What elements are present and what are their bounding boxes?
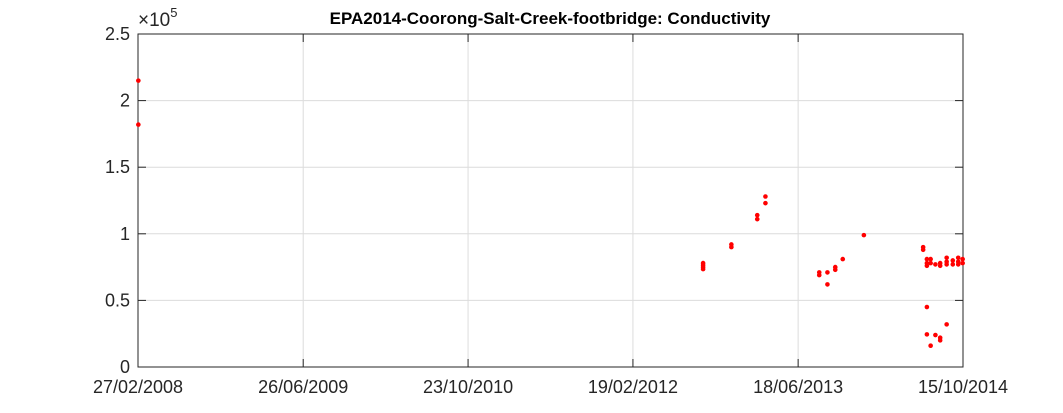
y-tick-label: 2.5 [105, 24, 130, 44]
data-point [933, 262, 938, 267]
data-point [729, 244, 734, 250]
data-point [832, 267, 838, 273]
axes-box [137, 33, 964, 368]
x-tick-label: 18/06/2013 [753, 377, 843, 397]
data-point [924, 332, 930, 337]
data-point [950, 262, 956, 267]
data-point [763, 200, 768, 206]
tick-marks [137, 33, 964, 368]
data-point [920, 247, 926, 253]
y-tick-label: 0 [120, 357, 130, 377]
data-point [840, 256, 846, 262]
x-tick-label: 26/06/2009 [258, 377, 348, 397]
data-point [924, 256, 930, 262]
x-tick-label: 23/10/2010 [423, 377, 513, 397]
data-point [861, 232, 867, 238]
data-point [933, 332, 938, 338]
data-point [928, 256, 933, 262]
y-tick-label: 2 [120, 91, 130, 111]
data-point [816, 272, 822, 278]
data-point [825, 270, 830, 275]
y-axis-multiplier: ×105 [138, 5, 177, 31]
y-tick-label: 1.5 [105, 157, 130, 177]
data-point [825, 282, 830, 287]
data-point [937, 263, 943, 269]
data-point [754, 212, 760, 218]
data-point [928, 260, 933, 266]
chart-title: EPA2014-Coorong-Salt-Creek-footbridge: C… [330, 9, 771, 28]
data-point [924, 304, 930, 310]
x-tick-label: 15/10/2014 [918, 377, 1008, 397]
data-point [955, 255, 961, 261]
data-point [955, 262, 961, 267]
x-tick-label: 19/02/2012 [588, 377, 678, 397]
y-tick-label: 0.5 [105, 290, 130, 310]
data-point [944, 262, 949, 267]
data-point [950, 258, 956, 263]
plot-area-background [138, 34, 963, 367]
data-points [136, 78, 965, 348]
data-point [960, 260, 965, 266]
data-point [924, 263, 930, 269]
data-point [136, 122, 141, 127]
data-point [763, 194, 768, 199]
data-point [944, 255, 949, 261]
x-tick-label: 27/02/2008 [93, 377, 183, 397]
data-point [754, 216, 760, 222]
data-point [944, 322, 949, 327]
data-point [136, 78, 141, 83]
y-tick-labels: 0 0.5 1 1.5 2 2.5 [105, 24, 130, 377]
data-point [960, 256, 965, 262]
data-point [928, 343, 933, 348]
data-point [937, 338, 943, 343]
x-tick-labels: 27/02/2008 26/06/2009 23/10/2010 19/02/2012… [93, 377, 1008, 397]
data-point [700, 266, 706, 272]
y-tick-label: 1 [120, 224, 130, 244]
